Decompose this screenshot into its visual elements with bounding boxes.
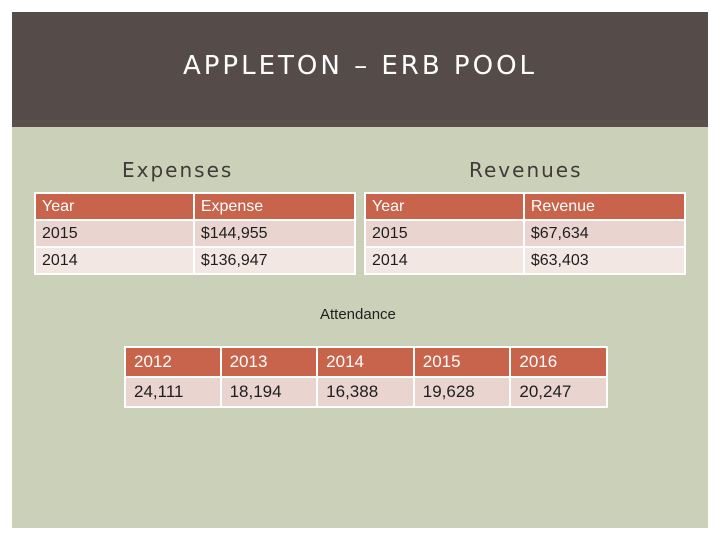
expenses-amount-cell: $144,955: [192, 219, 357, 248]
expenses-heading: Expenses: [122, 158, 234, 182]
revenues-year-cell: 2015: [364, 219, 525, 248]
table-row: 2015 $67,634: [364, 219, 687, 248]
expenses-amount-cell: $136,947: [192, 246, 357, 275]
revenues-table: Year Revenue 2015 $67,634 2014 $63,403: [364, 192, 687, 275]
attendance-year-cell: 2013: [219, 346, 319, 378]
attendance-count-cell: 24,111: [124, 376, 222, 408]
revenues-header-row: Year Revenue: [364, 192, 687, 221]
table-row: 2014 $63,403: [364, 246, 687, 275]
revenues-col-year: Year: [364, 192, 525, 221]
revenues-year-cell: 2014: [364, 246, 525, 275]
revenues-amount-cell: $63,403: [522, 246, 687, 275]
expenses-year-cell: 2014: [34, 246, 195, 275]
attendance-year-cell: 2014: [316, 346, 415, 378]
attendance-year-row: 2012 2013 2014 2015 2016: [124, 346, 608, 378]
table-row: 2014 $136,947: [34, 246, 357, 275]
revenues-amount-cell: $67,634: [522, 219, 687, 248]
revenues-heading: Revenues: [469, 158, 583, 182]
title-band: APPLETON – ERB POOL: [12, 12, 708, 120]
revenues-col-revenue: Revenue: [522, 192, 687, 221]
attendance-count-cell: 20,247: [509, 376, 608, 408]
expenses-col-year: Year: [34, 192, 195, 221]
attendance-caption: Attendance: [320, 306, 396, 323]
attendance-year-cell: 2016: [509, 346, 608, 378]
attendance-count-row: 24,111 18,194 16,388 19,628 20,247: [124, 376, 608, 408]
attendance-table: 2012 2013 2014 2015 2016 24,111 18,194 1…: [124, 346, 608, 408]
content-area: [12, 127, 708, 528]
attendance-year-cell: 2012: [124, 346, 222, 378]
expenses-table: Year Expense 2015 $144,955 2014 $136,947: [34, 192, 357, 275]
expenses-header-row: Year Expense: [34, 192, 357, 221]
attendance-count-cell: 18,194: [219, 376, 319, 408]
attendance-count-cell: 16,388: [316, 376, 415, 408]
expenses-year-cell: 2015: [34, 219, 195, 248]
slide-title: APPLETON – ERB POOL: [182, 51, 538, 81]
attendance-count-cell: 19,628: [412, 376, 512, 408]
attendance-year-cell: 2015: [412, 346, 512, 378]
expenses-col-expense: Expense: [192, 192, 357, 221]
table-row: 2015 $144,955: [34, 219, 357, 248]
